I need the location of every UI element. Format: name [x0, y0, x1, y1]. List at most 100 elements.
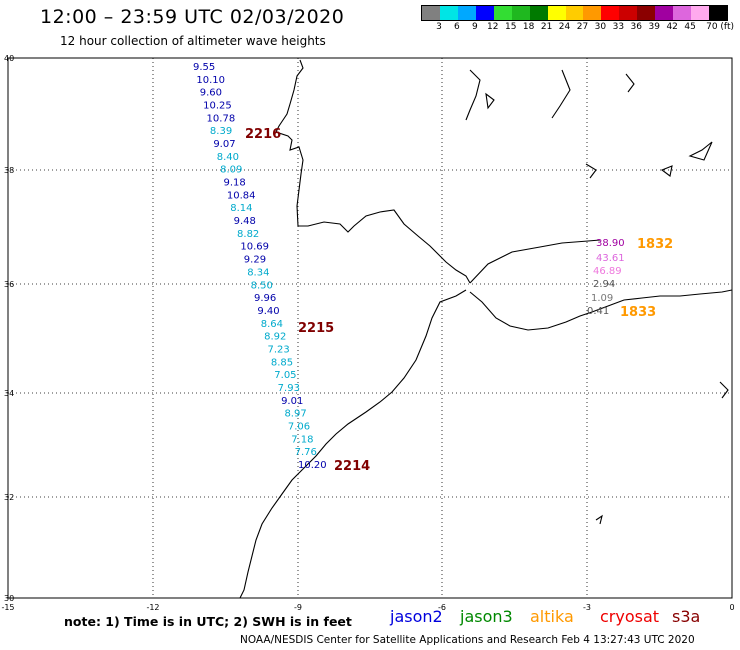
scale-swatch	[511, 6, 530, 20]
scale-label: 27	[576, 22, 589, 32]
swh-value: 7.18	[291, 434, 313, 445]
scale-swatch	[637, 6, 656, 20]
swh-value: 10.25	[203, 101, 232, 112]
scale-swatch	[709, 6, 727, 20]
swh-value: 7.76	[295, 447, 317, 458]
swh-value: 2.94	[593, 279, 615, 290]
swh-value: 10.84	[227, 190, 256, 201]
coastline-fragment-1	[465, 69, 481, 121]
scale-swatch	[673, 6, 692, 20]
coastline-spain-south	[469, 239, 601, 284]
coastline-balearic-small	[660, 165, 673, 177]
scale-label: 9	[471, 22, 478, 32]
scale-label: 39	[648, 22, 660, 32]
swh-value: 46.89	[593, 266, 622, 277]
swh-value: 7.93	[278, 383, 300, 394]
track-number-label: 2216	[245, 127, 281, 142]
swh-value: 43.61	[596, 253, 625, 264]
map-subtitle: 12 hour collection of altimeter wave hei…	[60, 34, 326, 48]
lat-tick-label: 32	[4, 493, 14, 502]
swh-value: 8.14	[230, 203, 252, 214]
swh-value: 8.97	[284, 409, 306, 420]
color-scale-bar	[421, 5, 728, 21]
scale-swatch	[493, 6, 512, 20]
scale-label: 33	[612, 22, 625, 32]
scale-label: 30	[594, 22, 607, 32]
swh-value: 10.20	[298, 460, 327, 471]
coastline	[239, 59, 733, 599]
scale-swatch	[529, 6, 548, 20]
swh-value: 9.55	[193, 62, 215, 73]
swh-value: 8.09	[220, 165, 242, 176]
legend-altika: altika	[530, 607, 574, 626]
swh-value: 10.10	[196, 75, 225, 86]
lon-tick-label: 0	[729, 603, 734, 612]
legend-cryosat: cryosat	[600, 607, 660, 626]
lat-tick-label: 38	[4, 166, 14, 175]
track-number-label: 1832	[637, 237, 673, 252]
swh-value: 9.48	[234, 216, 256, 227]
swh-value: 10.78	[207, 113, 236, 124]
swh-value: 8.82	[237, 229, 259, 240]
scale-swatch	[655, 6, 674, 20]
coastline-iberia-west	[275, 59, 471, 284]
lon-tick-label: -12	[146, 603, 159, 612]
coastline-fragment-7	[595, 514, 603, 525]
scale-label: 3	[436, 22, 442, 32]
lon-tick-label: -15	[1, 603, 14, 612]
scale-label: 15	[504, 22, 517, 32]
swh-value: 8.39	[210, 126, 232, 137]
legend-jason3: jason3	[460, 607, 513, 626]
legend-s3a: s3a	[672, 607, 701, 626]
scale-label: 42	[666, 22, 678, 32]
swh-value: 1.09	[591, 293, 613, 304]
lon-tick-label: -9	[294, 603, 302, 612]
credit-line: NOAA/NESDIS Center for Satellite Applica…	[240, 634, 695, 646]
swh-value: 9.40	[257, 306, 279, 317]
swh-value: 9.18	[223, 178, 245, 189]
coastline-fragment-4	[625, 73, 635, 93]
scale-swatch	[619, 6, 638, 20]
swh-value: 9.07	[213, 139, 235, 150]
scale-label: 45	[684, 22, 696, 32]
swh-value: 7.05	[274, 370, 296, 381]
coastline-balearic	[688, 141, 713, 161]
swh-value: 38.90	[596, 238, 625, 249]
swh-value: 9.60	[200, 88, 222, 99]
coastline-morocco-west	[239, 289, 467, 599]
swh-value: 8.85	[271, 357, 293, 368]
lat-tick-label: 34	[4, 389, 14, 398]
legend-jason2: jason2	[390, 607, 443, 626]
swh-value: 7.23	[268, 344, 290, 355]
lat-tick-label: 40	[4, 54, 14, 63]
scale-swatch	[565, 6, 584, 20]
scale-swatch	[475, 6, 494, 20]
track-number-label: 2214	[334, 459, 370, 474]
swh-value: 8.40	[217, 152, 239, 163]
swh-value: 8.34	[247, 267, 269, 278]
swh-value: 0.41	[587, 306, 609, 317]
swh-value: 9.29	[244, 255, 266, 266]
scale-swatch	[547, 6, 566, 20]
swh-value: 8.50	[251, 280, 273, 291]
lat-tick-label: 30	[4, 594, 14, 603]
scale-label: 12	[487, 22, 499, 32]
footer-note: note: 1) Time is in UTC; 2) SWH is in fe…	[64, 614, 352, 629]
coastline-fragment-2	[485, 92, 495, 110]
scale-label: 6	[454, 22, 460, 32]
scale-label: 70 (ft)	[706, 22, 734, 32]
track-number-label: 2215	[298, 321, 334, 336]
swh-value: 8.64	[261, 319, 283, 330]
scale-swatch	[457, 6, 476, 20]
scale-swatch	[439, 6, 458, 20]
scale-swatch	[583, 6, 602, 20]
swh-value: 9.01	[281, 396, 303, 407]
map-frame	[7, 57, 733, 599]
swh-value: 8.92	[264, 332, 286, 343]
scale-label: 18	[522, 22, 535, 32]
lon-tick-label: -3	[583, 603, 591, 612]
scale-swatch	[691, 6, 709, 20]
scale-swatch	[601, 6, 620, 20]
